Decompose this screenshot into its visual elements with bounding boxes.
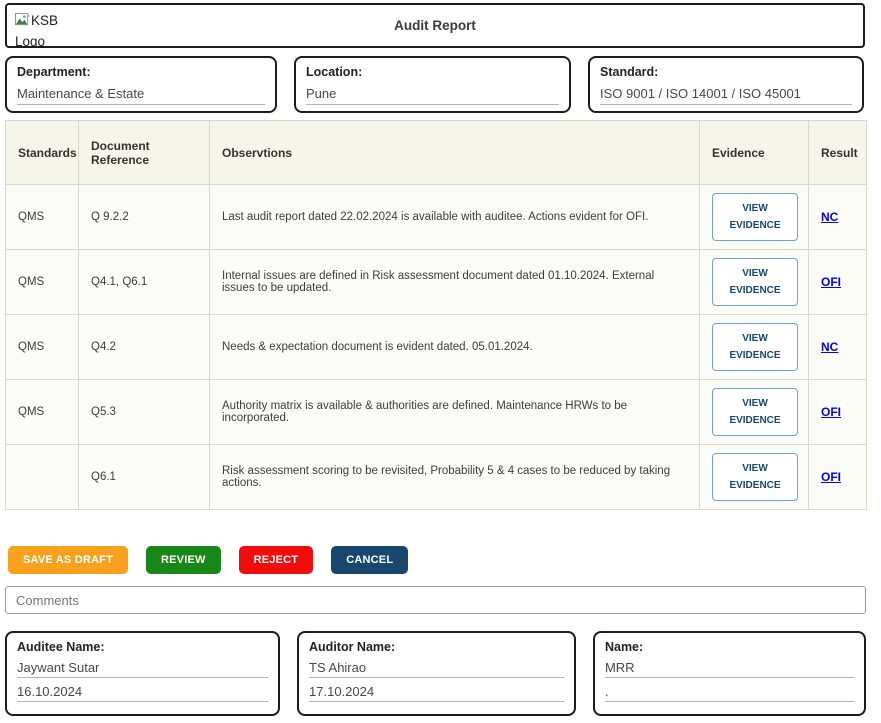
result-link[interactable]: OFI: [821, 405, 841, 419]
standard-input[interactable]: ISO 9001 / ISO 14001 / ISO 45001: [600, 86, 852, 105]
save-as-draft-button[interactable]: SAVE AS DRAFT: [8, 546, 128, 574]
auditee-date-input[interactable]: 16.10.2024: [17, 684, 268, 702]
standard-field-box: Standard: ISO 9001 / ISO 14001 / ISO 450…: [588, 56, 864, 113]
department-input[interactable]: Maintenance & Estate: [17, 86, 265, 105]
auditee-name-input[interactable]: Jaywant Sutar: [17, 660, 268, 678]
result-link[interactable]: NC: [821, 340, 838, 354]
column-header-observations: Observtions: [210, 121, 700, 185]
auditee-name-label: Auditee Name:: [17, 640, 268, 654]
department-field-box: Department: Maintenance & Estate: [5, 56, 277, 113]
location-label: Location:: [306, 65, 559, 79]
cancel-button[interactable]: CANCEL: [331, 546, 408, 574]
table-row: QMS Q4.1, Q6.1 Internal issues are defin…: [6, 250, 867, 315]
auditor-name-input[interactable]: TS Ahirao: [309, 660, 564, 678]
observation-cell: Authority matrix is available & authorit…: [210, 380, 700, 445]
auditor-name-label: Auditor Name:: [309, 640, 564, 654]
result-link[interactable]: NC: [821, 210, 838, 224]
observation-cell: Internal issues are defined in Risk asse…: [210, 250, 700, 315]
doc-ref-cell: Q5.3: [79, 380, 210, 445]
view-evidence-button[interactable]: VIEW EVIDENCE: [712, 258, 798, 306]
doc-ref-cell: Q 9.2.2: [79, 185, 210, 250]
standard-cell: [6, 445, 79, 510]
result-link[interactable]: OFI: [821, 470, 841, 484]
doc-ref-cell: Q6.1: [79, 445, 210, 510]
name-date-input[interactable]: .: [605, 684, 854, 702]
table-row: QMS Q 9.2.2 Last audit report dated 22.0…: [6, 185, 867, 250]
page-title: Audit Report: [7, 18, 863, 33]
observation-cell: Last audit report dated 22.02.2024 is av…: [210, 185, 700, 250]
result-link[interactable]: OFI: [821, 275, 841, 289]
table-row: Q6.1 Risk assessment scoring to be revis…: [6, 445, 867, 510]
comments-input[interactable]: [5, 586, 866, 614]
observation-cell: Risk assessment scoring to be revisited,…: [210, 445, 700, 510]
view-evidence-button[interactable]: VIEW EVIDENCE: [712, 388, 798, 436]
standard-cell: QMS: [6, 185, 79, 250]
column-header-standards: Standards: [6, 121, 79, 185]
observations-table: Standards Document Reference Observtions…: [5, 120, 867, 510]
name-label: Name:: [605, 640, 854, 654]
standard-label: Standard:: [600, 65, 852, 79]
observation-cell: Needs & expectation document is evident …: [210, 315, 700, 380]
standard-cell: QMS: [6, 315, 79, 380]
view-evidence-button[interactable]: VIEW EVIDENCE: [712, 453, 798, 501]
department-label: Department:: [17, 65, 265, 79]
doc-ref-cell: Q4.1, Q6.1: [79, 250, 210, 315]
view-evidence-button[interactable]: VIEW EVIDENCE: [712, 193, 798, 241]
column-header-document-reference: Document Reference: [79, 121, 210, 185]
info-fields-row: Department: Maintenance & Estate Locatio…: [5, 56, 866, 113]
doc-ref-cell: Q4.2: [79, 315, 210, 380]
name-input[interactable]: MRR: [605, 660, 854, 678]
column-header-result: Result: [809, 121, 867, 185]
view-evidence-button[interactable]: VIEW EVIDENCE: [712, 323, 798, 371]
location-field-box: Location: Pune: [294, 56, 571, 113]
action-buttons-row: SAVE AS DRAFT REVIEW REJECT CANCEL: [8, 546, 408, 574]
standard-cell: QMS: [6, 250, 79, 315]
auditee-box: Auditee Name: Jaywant Sutar 16.10.2024: [5, 631, 280, 716]
name-box: Name: MRR .: [593, 631, 866, 716]
table-header-row: Standards Document Reference Observtions…: [6, 121, 867, 185]
auditor-date-input[interactable]: 17.10.2024: [309, 684, 564, 702]
audit-report-page: KSB Logo Audit Report Department: Mainte…: [0, 0, 881, 723]
standard-cell: QMS: [6, 380, 79, 445]
header: KSB Logo Audit Report: [5, 3, 865, 48]
table-row: QMS Q5.3 Authority matrix is available &…: [6, 380, 867, 445]
auditor-box: Auditor Name: TS Ahirao 17.10.2024: [297, 631, 576, 716]
signature-row: Auditee Name: Jaywant Sutar 16.10.2024 A…: [5, 631, 866, 716]
reject-button[interactable]: REJECT: [239, 546, 314, 574]
table-row: QMS Q4.2 Needs & expectation document is…: [6, 315, 867, 380]
location-input[interactable]: Pune: [306, 86, 559, 105]
column-header-evidence: Evidence: [700, 121, 809, 185]
review-button[interactable]: REVIEW: [146, 546, 221, 574]
